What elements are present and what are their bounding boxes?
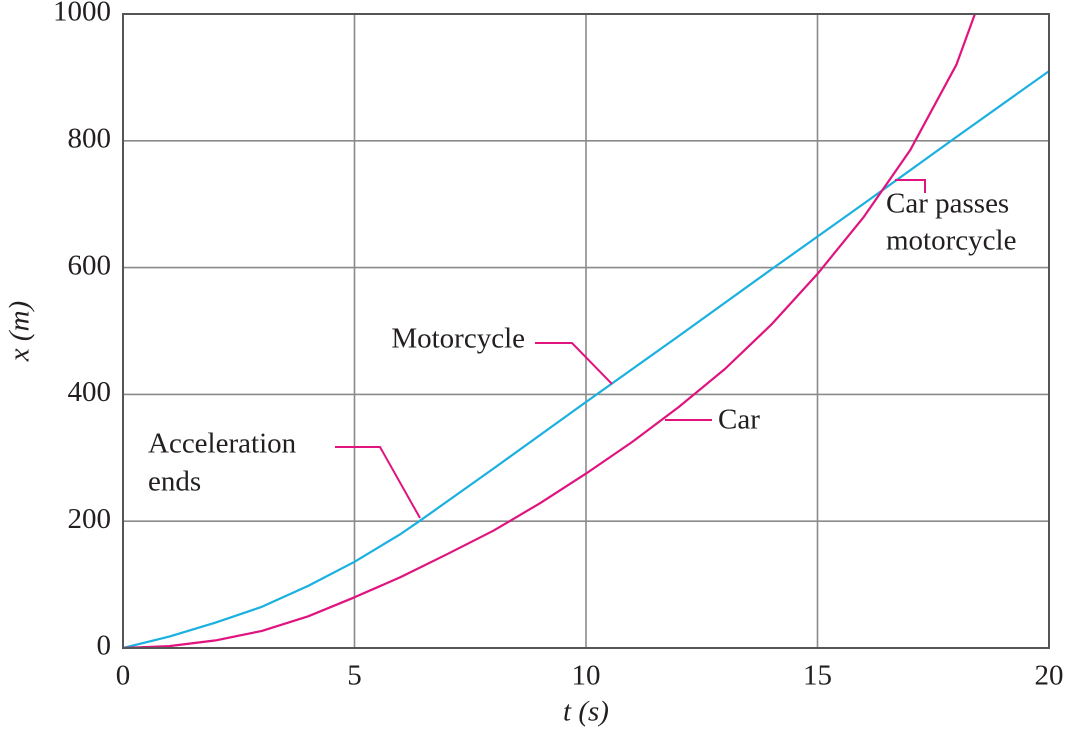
series-line xyxy=(122,13,976,650)
y-tick-label: 1000 xyxy=(53,0,111,28)
series-line xyxy=(122,70,1050,650)
x-tick-label: 20 xyxy=(1035,660,1064,692)
plot-frame xyxy=(122,13,1050,649)
x-tick-label: 5 xyxy=(347,660,362,692)
grid xyxy=(122,13,1050,649)
x-axis-label: t (s) xyxy=(563,696,609,728)
y-tick-label: 200 xyxy=(68,503,112,535)
x-tick-label: 10 xyxy=(572,660,601,692)
y-tick-label: 0 xyxy=(97,630,112,662)
annotation: ends xyxy=(148,466,201,498)
series-label: Car xyxy=(718,404,760,436)
leader-line xyxy=(335,446,421,519)
annotation: Acceleration xyxy=(148,428,297,460)
y-tick-label: 400 xyxy=(68,376,112,408)
y-tick-label: 800 xyxy=(68,122,112,154)
annotation: Car passes xyxy=(886,188,1009,220)
series-label: Motorcycle xyxy=(391,323,525,355)
y-axis-label: x (m) xyxy=(4,301,36,362)
y-tick-label: 600 xyxy=(68,249,112,281)
leader-line xyxy=(535,342,613,385)
x-tick-label: 15 xyxy=(803,660,832,692)
annotation: motorcycle xyxy=(886,225,1016,257)
curves xyxy=(122,13,1050,650)
x-tick-label: 0 xyxy=(116,660,131,692)
leader-line xyxy=(895,179,926,193)
